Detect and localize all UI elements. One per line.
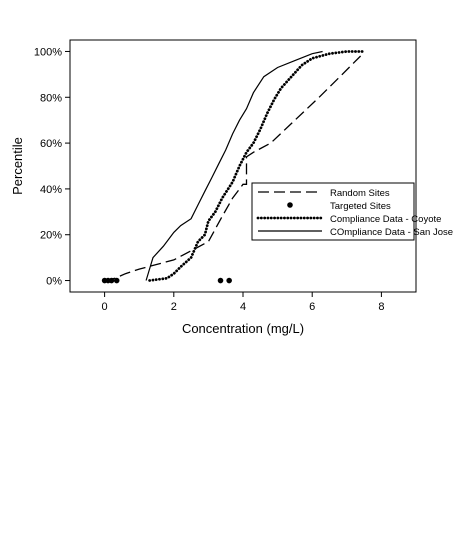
plot-frame [69, 39, 417, 293]
x-axis: 0 2 4 6 8 [102, 292, 384, 313]
legend-label: Targeted Sites [330, 201, 391, 212]
y-tick-label: 0% [46, 276, 62, 288]
x-tick-label: 8 [378, 301, 384, 313]
legend-label: Random Sites [330, 188, 390, 199]
y-tick-label: 80% [40, 92, 62, 104]
series-line-1 [104, 55, 362, 282]
y-tick-label: 100% [34, 46, 62, 58]
series-layer [101, 50, 366, 284]
y-tick-label: 20% [40, 230, 62, 242]
y-tick-label: 60% [40, 138, 62, 150]
data-point [217, 277, 224, 284]
data-point [226, 277, 232, 284]
y-axis: 0% 20% 40% 60% 80% 100% [34, 46, 70, 288]
x-tick-label: 0 [102, 301, 108, 313]
data-point [108, 277, 115, 284]
y-tick-label: 40% [40, 184, 62, 196]
series-line-4 [145, 50, 323, 281]
x-tick-label: 6 [309, 301, 315, 313]
series-line-3 [148, 50, 366, 282]
x-tick-label: 4 [240, 301, 246, 313]
legend-symbol [287, 202, 293, 208]
x-axis-title: Concentration (mg/L) [182, 321, 304, 336]
x-tick-label: 2 [171, 301, 177, 313]
legend: Random Sites Targeted Sites Compliance Dat… [251, 182, 453, 241]
legend-label: Compliance Data - Coyote [330, 214, 441, 225]
data-point [113, 277, 120, 284]
legend-label: COmpliance Data - San Jose [330, 227, 453, 238]
y-axis-title: Percentile [10, 137, 25, 195]
